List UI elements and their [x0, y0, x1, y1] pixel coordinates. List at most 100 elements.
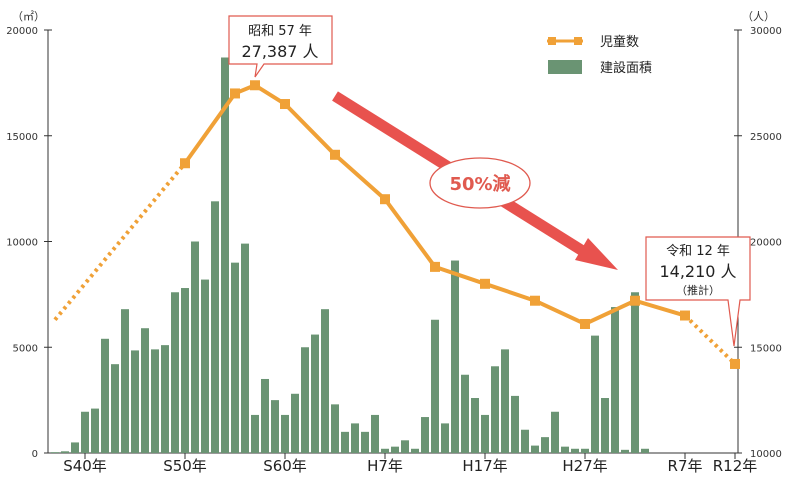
area-bar: [521, 429, 529, 453]
area-bar: [131, 350, 139, 453]
area-bar: [361, 431, 369, 453]
left-tick-label: 20000: [6, 26, 38, 37]
area-bar: [461, 374, 469, 453]
legend-line-marker: [574, 37, 582, 45]
area-bar: [371, 414, 379, 453]
area-bar: [271, 400, 279, 453]
right-tick-label: 30000: [750, 26, 782, 37]
line-segment: [583, 298, 637, 326]
area-bar: [221, 57, 229, 454]
right-tick-label: 20000: [750, 238, 782, 249]
x-tick-label: H27年: [562, 457, 607, 475]
x-tick-label: S50年: [163, 457, 207, 475]
area-bar: [181, 288, 189, 453]
right-tick-label: 15000: [750, 343, 782, 354]
line-point: [530, 295, 540, 306]
line-segment: [283, 102, 337, 157]
area-bar: [161, 345, 169, 453]
legend-line-marker: [548, 37, 556, 45]
area-bar: [391, 446, 399, 453]
left-axis-unit: （㎡）: [12, 10, 45, 23]
area-bar: [91, 408, 99, 453]
line-segment: [53, 161, 187, 322]
area-bar: [531, 445, 539, 453]
area-bar: [511, 395, 519, 453]
area-bar: [571, 448, 579, 453]
area-bar: [291, 393, 299, 453]
area-bar: [431, 319, 439, 453]
area-bar: [61, 451, 69, 453]
line-segment: [683, 314, 737, 366]
peak-callout-year: 昭和 57 年: [248, 24, 312, 39]
line-segment: [483, 281, 537, 303]
area-bar: [601, 398, 609, 453]
line-point: [430, 261, 440, 272]
area-bar: [311, 334, 319, 453]
area-bar: [101, 338, 109, 453]
area-bar: [541, 437, 549, 453]
area-bar: [621, 449, 629, 453]
area-bar: [301, 347, 309, 453]
area-bar: [441, 423, 449, 453]
future-callout-year: 令和 12 年: [666, 244, 730, 259]
x-tick-label: S40年: [63, 457, 107, 475]
area-bar: [141, 328, 149, 453]
area-bar: [231, 262, 239, 453]
area-bar: [191, 241, 199, 453]
line-point: [380, 194, 390, 205]
line-segment: [533, 298, 587, 326]
line-segment: [183, 91, 237, 166]
area-bar: [241, 243, 249, 453]
area-bar: [151, 349, 159, 453]
left-tick-label: 0: [32, 449, 38, 460]
bar-series: [51, 57, 649, 454]
right-axis-unit: （人）: [742, 10, 775, 23]
line-segment: [633, 298, 687, 318]
right-tick-label: 10000: [750, 449, 782, 460]
x-tick-label: H17年: [462, 457, 507, 475]
area-bar: [341, 431, 349, 453]
area-bar: [261, 378, 269, 453]
area-bar: [421, 417, 429, 453]
line-segment: [433, 264, 487, 286]
line-point: [580, 318, 590, 329]
future-callout-value: 14,210 人: [659, 262, 736, 281]
area-bar: [71, 442, 79, 453]
area-bar: [331, 404, 339, 453]
area-bar: [211, 201, 219, 453]
area-bar: [171, 292, 179, 453]
line-point: [730, 358, 740, 369]
area-bar: [631, 292, 639, 453]
line-point: [230, 88, 240, 99]
reduction-badge: 50%減: [429, 157, 531, 209]
legend-item-area: 建設面積: [548, 60, 652, 76]
area-bar: [251, 414, 259, 453]
area-bar: [111, 364, 119, 453]
future-callout-note: （推計）: [676, 283, 720, 297]
line-segment: [333, 152, 387, 202]
legend-label-children: 児童数: [600, 34, 639, 50]
line-point: [330, 149, 340, 160]
area-bar: [321, 309, 329, 453]
right-tick-label: 25000: [750, 132, 782, 143]
line-segment: [383, 197, 437, 269]
legend-item-children: 児童数: [547, 34, 639, 50]
area-bar: [551, 411, 559, 453]
future-callout-box: [645, 236, 751, 347]
line-point: [480, 278, 490, 289]
legend-label-area: 建設面積: [600, 60, 652, 76]
area-bar: [401, 440, 409, 453]
peak-callout: 昭和 57 年 27,387 人: [228, 15, 333, 78]
line-point: [680, 310, 690, 321]
x-tick-label: R7年: [668, 457, 703, 475]
area-bar: [581, 448, 589, 453]
area-bar: [491, 366, 499, 453]
line-point: [630, 295, 640, 306]
area-bar: [201, 279, 209, 453]
reduction-label: 50%減: [449, 173, 510, 195]
area-bar: [381, 448, 389, 453]
area-bar: [611, 307, 619, 453]
line-series: [53, 80, 740, 369]
reduction-badge-outline: [429, 157, 531, 209]
